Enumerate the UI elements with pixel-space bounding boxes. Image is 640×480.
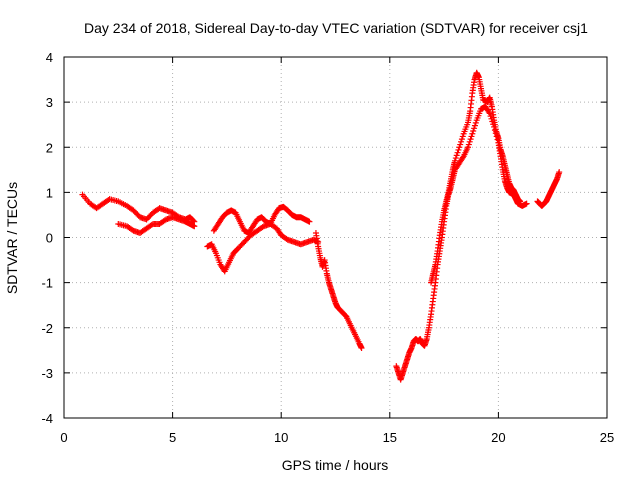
data-point-series-7 (556, 169, 563, 176)
data-point-series-6 (459, 133, 466, 140)
y-tick-label: 1 (46, 185, 53, 200)
data-point-series-5 (468, 133, 475, 140)
data-point-series-0 (133, 210, 140, 217)
y-tick-label: -1 (41, 276, 53, 291)
data-point-series-0 (134, 211, 141, 218)
y-axis-label: SDTVAR / TECUs (4, 182, 20, 294)
data-point-series-6 (452, 155, 459, 162)
data-point-series-5 (465, 141, 472, 148)
data-point-series-2 (236, 244, 243, 251)
data-point-series-6 (458, 138, 465, 145)
data-point-series-2 (234, 245, 241, 252)
data-point-series-0 (131, 208, 138, 215)
data-point-series-5 (471, 122, 478, 129)
data-point-series-0 (147, 212, 154, 219)
data-point-series-1 (148, 221, 155, 228)
data-point-series-0 (144, 215, 151, 222)
data-point-series-6 (456, 144, 463, 151)
data-point-series-2 (243, 236, 250, 243)
data-point-series-1 (129, 226, 136, 233)
y-tick-label: 0 (46, 231, 53, 246)
y-tick-label: -4 (41, 411, 53, 426)
data-point-series-6 (458, 136, 465, 143)
x-tick-label: 5 (169, 430, 176, 445)
data-point-series-2 (242, 237, 249, 244)
y-tick-label: 3 (46, 95, 53, 110)
data-point-series-5 (486, 110, 493, 117)
data-point-series-2 (238, 241, 245, 248)
data-point-series-0 (143, 216, 150, 223)
y-tick-label: 4 (46, 50, 53, 65)
data-point-series-2 (239, 240, 246, 247)
data-point-series-6 (457, 141, 464, 148)
x-tick-label: 0 (60, 430, 67, 445)
data-point-series-2 (237, 243, 244, 250)
data-point-series-3 (306, 218, 313, 225)
data-point-series-6 (451, 157, 458, 164)
y-tick-label: 2 (46, 140, 53, 155)
data-point-series-1 (161, 217, 168, 224)
chart-title: Day 234 of 2018, Sidereal Day-to-day VTE… (84, 20, 588, 36)
data-point-series-2 (259, 224, 266, 231)
data-point-series-2 (241, 239, 248, 246)
x-axis-label: GPS time / hours (282, 457, 389, 473)
y-tick-label: -2 (41, 321, 53, 336)
data-point-series-5 (467, 136, 474, 143)
data-point-series-6 (455, 146, 462, 153)
data-point-series-0 (130, 207, 137, 214)
data-point-series-5 (459, 154, 466, 161)
x-tick-label: 10 (274, 430, 288, 445)
data-point-series-0 (146, 213, 153, 220)
data-point-series-4 (358, 345, 365, 352)
data-point-series-1 (191, 223, 198, 230)
x-tick-label: 25 (600, 430, 614, 445)
x-tick-label: 15 (383, 430, 397, 445)
data-point-series-5 (464, 144, 471, 151)
data-point-series-5 (472, 119, 479, 126)
data-point-series-5 (470, 128, 477, 135)
data-point-series-5 (487, 113, 494, 120)
data-point-series-6 (453, 152, 460, 159)
x-tick-label: 20 (491, 430, 505, 445)
data-points (79, 69, 563, 383)
data-point-series-5 (466, 138, 473, 145)
data-point-series-2 (283, 235, 290, 242)
data-point-series-6 (454, 149, 461, 156)
data-point-series-6 (517, 198, 524, 205)
plot-frame (63, 56, 608, 419)
data-point-series-5 (469, 130, 476, 137)
y-tick-label: -3 (41, 366, 53, 381)
data-point-series-5 (471, 125, 478, 132)
data-point-series-5 (523, 200, 530, 207)
